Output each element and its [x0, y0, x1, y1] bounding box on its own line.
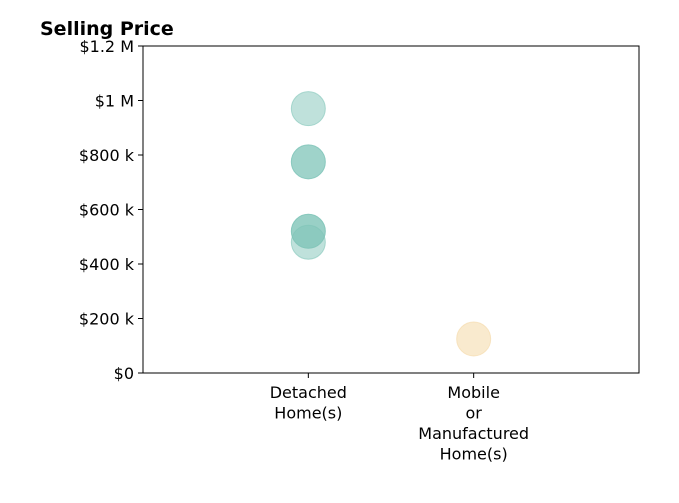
- y-tick-label-1: $200 k: [79, 310, 135, 329]
- data-point-0: [290, 91, 326, 127]
- x-tick-label-0: Detached Home(s): [270, 383, 347, 423]
- y-tick-label-0: $0: [114, 364, 134, 383]
- y-tick-label-6: $1.2 M: [79, 37, 134, 56]
- data-point-3: [290, 224, 326, 260]
- y-tick-label-2: $400 k: [79, 255, 135, 274]
- data-point-1: [290, 144, 326, 180]
- plot-frame: [142, 45, 640, 374]
- y-tick-label-3: $600 k: [79, 201, 135, 220]
- plot-area: $0 $200 k $400 k $600 k $800 k $1 M $1.2 M Deta…: [79, 37, 640, 464]
- x-tick-label-1: Mobile or Manufactured Home(s): [418, 383, 529, 464]
- chart-title: Selling Price: [40, 18, 174, 40]
- data-point-4: [456, 321, 492, 357]
- y-tick-label-5: $1 M: [95, 92, 134, 111]
- y-tick-label-4: $800 k: [79, 146, 135, 165]
